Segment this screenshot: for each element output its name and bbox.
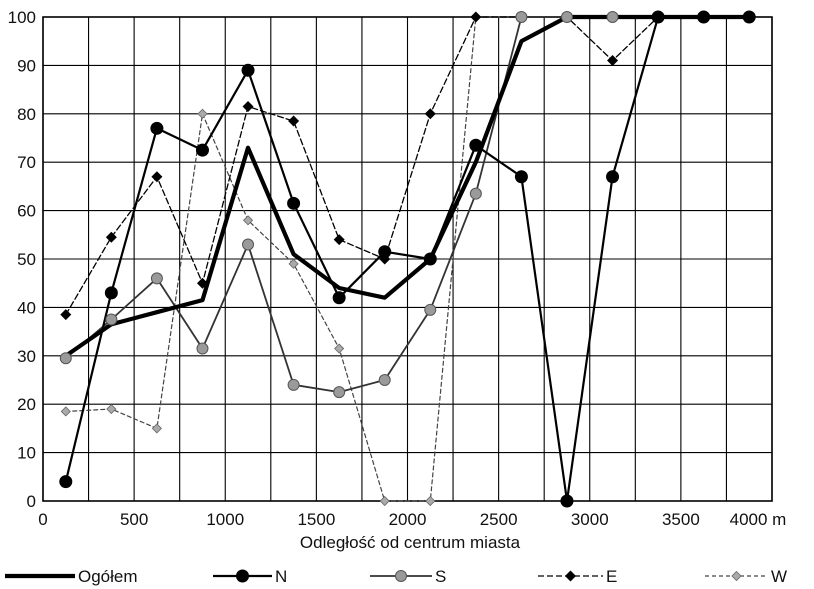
marker-circle [59,475,73,489]
x-tick-label: 2000 [389,510,427,529]
marker-circle-gray [378,374,391,386]
marker-circle [195,143,209,157]
marker-diamond [151,171,163,183]
marker-circle-gray [150,272,163,285]
marker-diamond-gray [242,215,254,226]
marker-circle-gray [287,378,300,391]
marker-circle [560,494,574,508]
series-line-w [65,16,750,502]
marker-circle-gray [560,11,573,23]
marker-diamond-gray [731,570,742,582]
y-tick-label: 60 [17,202,36,221]
marker-circle [651,10,665,24]
x-tick-label: 3500 [662,510,700,529]
legend-item: Ogółem [5,567,138,586]
marker-diamond-gray [197,108,208,119]
marker-circle-gray [59,352,72,365]
x-tick-label: 1000 [206,510,244,529]
marker-diamond-gray [334,343,345,354]
y-tick-label: 50 [17,250,36,269]
series-line-og-em [63,14,752,358]
legend-label: E [606,567,617,586]
marker-circle [514,170,528,184]
y-tick-label: 0 [27,492,36,511]
y-tick-label: 20 [17,395,36,414]
series-lines [63,14,752,503]
marker-diamond-gray [425,495,436,507]
marker-circle [287,196,301,210]
legend-item: S [370,567,446,586]
marker-circle-gray [469,187,482,200]
marker-circle [606,170,620,184]
marker-circle [697,10,711,24]
x-axis-title: Odległość od centrum miasta [300,533,521,552]
legend: Ogółem N S E W [5,567,787,586]
marker-diamond [242,101,254,113]
marker-circle [332,291,346,305]
marker-diamond [288,115,300,127]
legend-label: W [771,567,787,586]
marker-diamond [196,277,208,289]
marker-diamond [470,11,482,23]
y-tick-label: 30 [17,347,36,366]
marker-circle-gray [515,11,528,23]
marker-circle-gray [242,238,255,251]
y-tick-label: 80 [17,105,36,124]
marker-diamond-gray [288,258,299,269]
marker-diamond-gray [151,423,162,434]
marker-diamond [565,570,576,582]
y-tick-label: 70 [17,153,36,172]
legend-item: N [213,567,287,586]
marker-diamond-gray [60,406,71,417]
marker-circle [378,245,392,259]
y-tick-label: 10 [17,444,36,463]
marker-circle [241,63,255,77]
marker-diamond [60,309,72,321]
marker-circle-gray [424,303,437,316]
x-tick-label: 2500 [480,510,518,529]
marker-circle-gray [105,313,118,326]
marker-diamond [607,55,619,67]
series-markers [59,10,756,508]
marker-diamond [105,231,117,243]
y-tick-label: 100 [8,8,36,27]
marker-circle [236,569,249,583]
marker-diamond-gray [106,403,117,415]
marker-diamond-gray [379,495,390,507]
marker-circle-gray [606,11,619,23]
series-line-n [64,15,751,503]
marker-circle [469,138,483,152]
y-tick-label: 40 [17,298,36,317]
marker-circle-gray [196,342,209,355]
x-tick-label: 500 [120,510,148,529]
marker-circle [150,121,164,135]
x-tick-label: 3000 [571,510,609,529]
marker-diamond [333,234,345,246]
x-tick-label: 1500 [297,510,335,529]
marker-circle-gray [395,570,407,582]
legend-label: N [275,567,287,586]
x-tick-label: 0 [38,510,47,529]
y-tick-label: 90 [17,56,36,75]
x-tick-label: 4000 m [730,510,787,529]
marker-diamond [424,108,436,120]
marker-circle [742,10,756,24]
series-line-e [65,16,750,316]
marker-circle [423,252,437,266]
legend-label: S [435,567,446,586]
legend-label: Ogółem [78,567,138,586]
marker-circle [104,286,118,300]
legend-item: W [705,567,787,586]
legend-item: E [538,567,617,586]
marker-circle-gray [333,386,346,399]
